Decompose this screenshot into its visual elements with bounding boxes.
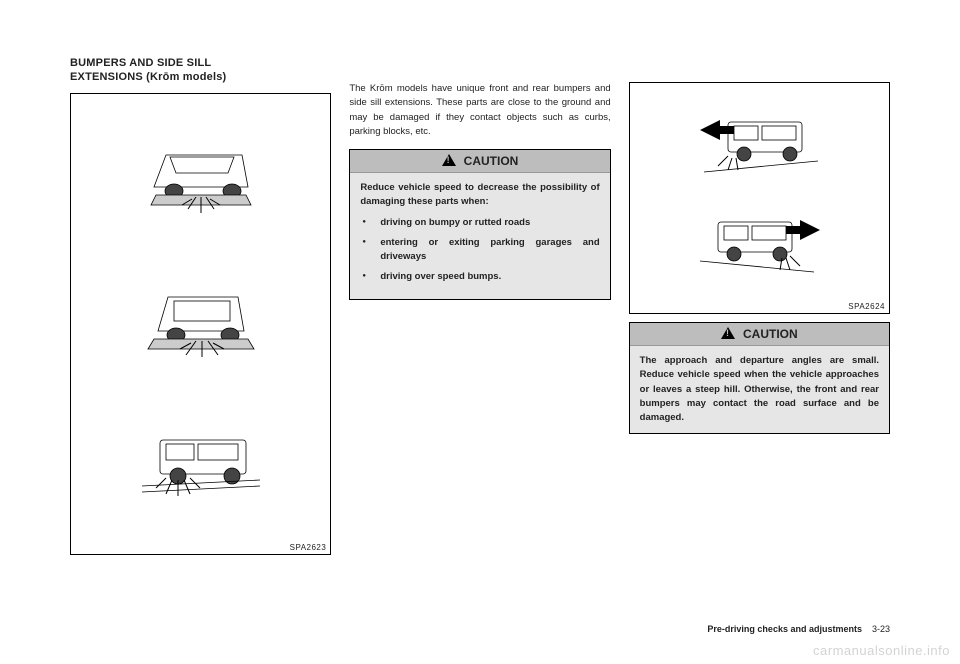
caution-2-title: CAUTION	[743, 327, 798, 341]
warning-icon	[721, 327, 735, 339]
caution-1-item: driving over speed bumps.	[376, 270, 599, 284]
figure-left: SPA2623	[70, 93, 331, 555]
heading-line1: BUMPERS AND SIDE SILL	[70, 57, 211, 69]
caution-box-2: CAUTION The approach and departure angle…	[629, 322, 890, 434]
warning-icon	[442, 154, 456, 166]
footer-section: Pre-driving checks and adjustments	[707, 624, 862, 634]
figure-right-code: SPA2624	[848, 302, 885, 311]
page-footer: Pre-driving checks and adjustments 3-23	[707, 624, 890, 634]
caution-1-body: Reduce vehicle speed to decrease the pos…	[350, 173, 609, 299]
caution-1-item: entering or exiting parking garages and …	[376, 236, 599, 265]
column-container: BUMPERS AND SIDE SILL EXTENSIONS (Krōm m…	[70, 56, 890, 576]
departure-angle-sketch	[694, 208, 824, 278]
car-rear-angle-sketch	[136, 279, 266, 359]
caution-box-1: CAUTION Reduce vehicle speed to decrease…	[349, 149, 610, 300]
caution-2-body: The approach and departure angles are sm…	[630, 346, 889, 433]
caution-1-title: CAUTION	[464, 154, 519, 168]
figure-left-code: SPA2623	[290, 543, 327, 552]
approach-angle-sketch	[694, 108, 824, 178]
car-front-angle-sketch	[136, 135, 266, 215]
column-right: SPA2624 CAUTION The approach and departu…	[629, 56, 890, 576]
heading-line2: EXTENSIONS (Krōm models)	[70, 71, 226, 83]
caution-1-lead: Reduce vehicle speed to decrease the pos…	[360, 182, 599, 207]
intro-paragraph: The Krōm models have unique front and re…	[349, 82, 610, 139]
caution-1-list: driving on bumpy or rutted roads enterin…	[360, 216, 599, 285]
caution-1-item: driving on bumpy or rutted roads	[376, 216, 599, 230]
section-heading: BUMPERS AND SIDE SILL EXTENSIONS (Krōm m…	[70, 56, 331, 85]
caution-2-header: CAUTION	[630, 323, 889, 346]
column-left: BUMPERS AND SIDE SILL EXTENSIONS (Krōm m…	[70, 56, 331, 576]
column-middle: The Krōm models have unique front and re…	[349, 56, 610, 576]
car-side-sill-sketch	[136, 422, 266, 502]
manual-page: BUMPERS AND SIDE SILL EXTENSIONS (Krōm m…	[0, 0, 960, 664]
footer-page: 3-23	[872, 624, 890, 634]
figure-right: SPA2624	[629, 82, 890, 314]
caution-1-header: CAUTION	[350, 150, 609, 173]
watermark: carmanualsonline.info	[813, 643, 950, 658]
